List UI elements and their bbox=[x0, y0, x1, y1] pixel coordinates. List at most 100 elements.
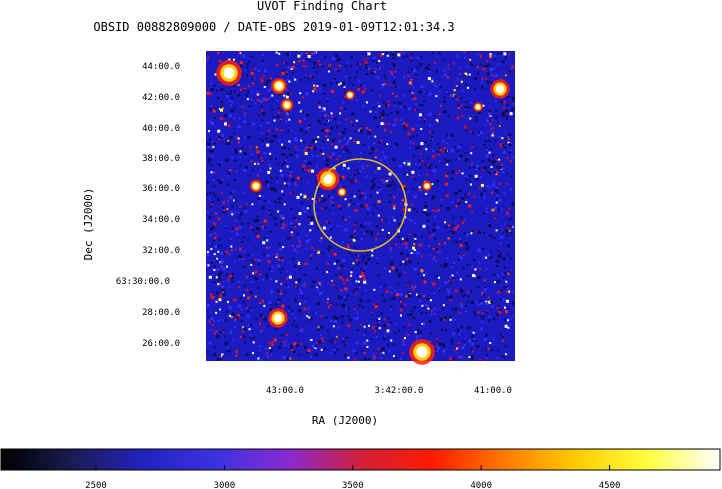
noise-pixel bbox=[255, 277, 259, 281]
noise-pixel bbox=[386, 323, 389, 326]
noise-pixel bbox=[392, 343, 395, 346]
noise-pixel bbox=[217, 250, 220, 253]
noise-pixel bbox=[457, 259, 460, 261]
noise-pixel bbox=[493, 58, 496, 61]
noise-pixel bbox=[392, 188, 395, 191]
noise-pixel bbox=[281, 259, 284, 262]
noise-pixel bbox=[465, 129, 468, 132]
noise-pixel bbox=[399, 308, 403, 312]
noise-pixel bbox=[319, 64, 322, 67]
noise-pixel bbox=[380, 352, 383, 355]
noise-pixel bbox=[306, 57, 309, 60]
noise-pixel bbox=[217, 129, 221, 133]
noise-pixel bbox=[504, 353, 507, 356]
noise-pixel bbox=[451, 308, 454, 311]
noise-pixel bbox=[470, 183, 472, 186]
noise-pixel bbox=[415, 210, 418, 213]
noise-pixel bbox=[393, 76, 396, 79]
noise-pixel bbox=[486, 64, 488, 67]
noise-pixel bbox=[220, 88, 224, 91]
noise-pixel bbox=[211, 203, 214, 206]
noise-pixel bbox=[277, 298, 281, 301]
noise-pixel bbox=[426, 304, 429, 307]
noise-pixel bbox=[430, 313, 433, 316]
noise-pixel bbox=[380, 357, 383, 359]
noise-pixel bbox=[460, 304, 464, 308]
noise-pixel bbox=[276, 177, 279, 180]
noise-pixel bbox=[279, 214, 283, 218]
noise-pixel bbox=[319, 239, 322, 242]
noise-pixel bbox=[234, 325, 237, 328]
noise-pixel bbox=[338, 161, 341, 164]
noise-pixel bbox=[314, 347, 317, 350]
noise-pixel bbox=[504, 56, 507, 59]
noise-pixel bbox=[361, 164, 364, 167]
noise-pixel bbox=[399, 263, 402, 266]
noise-pixel bbox=[296, 286, 299, 289]
noise-pixel bbox=[334, 68, 337, 71]
noise-pixel bbox=[388, 104, 390, 107]
noise-pixel bbox=[419, 152, 422, 155]
noise-pixel bbox=[482, 258, 485, 261]
noise-pixel bbox=[393, 104, 396, 107]
noise-pixel bbox=[356, 71, 359, 74]
noise-pixel bbox=[255, 226, 259, 230]
noise-pixel bbox=[508, 70, 511, 73]
noise-pixel bbox=[366, 345, 369, 348]
noise-pixel bbox=[368, 258, 371, 260]
noise-pixel bbox=[411, 95, 414, 98]
noise-pixel bbox=[471, 342, 474, 346]
noise-pixel bbox=[318, 101, 321, 104]
noise-pixel bbox=[425, 66, 429, 70]
noise-pixel bbox=[333, 167, 336, 170]
noise-pixel bbox=[480, 63, 483, 66]
noise-pixel bbox=[265, 81, 269, 85]
noise-pixel bbox=[332, 284, 335, 286]
noise-pixel bbox=[382, 101, 385, 104]
noise-pixel bbox=[415, 337, 418, 340]
noise-pixel bbox=[289, 191, 292, 194]
noise-pixel bbox=[322, 152, 325, 155]
noise-pixel bbox=[330, 200, 333, 203]
noise-pixel bbox=[299, 267, 302, 270]
noise-pixel bbox=[444, 221, 447, 224]
noise-pixel bbox=[365, 53, 368, 56]
noise-pixel bbox=[286, 270, 288, 273]
noise-pixel bbox=[313, 344, 316, 347]
noise-pixel bbox=[412, 142, 415, 145]
noise-pixel bbox=[296, 232, 299, 235]
noise-pixel bbox=[448, 280, 451, 283]
noise-pixel bbox=[411, 92, 414, 95]
noise-pixel bbox=[446, 207, 450, 211]
noise-pixel bbox=[361, 306, 364, 309]
noise-pixel bbox=[247, 239, 250, 242]
noise-pixel bbox=[381, 112, 385, 116]
noise-pixel bbox=[339, 82, 342, 85]
noise-pixel bbox=[325, 316, 328, 319]
noise-pixel bbox=[498, 208, 501, 211]
noise-pixel bbox=[344, 92, 347, 94]
noise-pixel bbox=[293, 320, 295, 323]
noise-pixel bbox=[368, 152, 371, 155]
noise-pixel bbox=[365, 229, 369, 233]
noise-pixel bbox=[496, 265, 499, 267]
noise-pixel bbox=[414, 285, 417, 288]
noise-pixel bbox=[502, 100, 506, 104]
noise-pixel bbox=[412, 287, 415, 290]
noise-pixel bbox=[472, 165, 475, 168]
noise-pixel bbox=[471, 146, 474, 149]
noise-pixel bbox=[288, 118, 291, 121]
noise-pixel bbox=[461, 291, 463, 294]
noise-pixel bbox=[498, 167, 500, 170]
noise-pixel bbox=[244, 136, 247, 139]
noise-pixel bbox=[317, 188, 320, 191]
noise-pixel bbox=[278, 111, 280, 114]
noise-pixel bbox=[206, 142, 210, 146]
noise-pixel bbox=[438, 52, 441, 55]
noise-pixel bbox=[343, 296, 346, 299]
noise-pixel bbox=[432, 150, 435, 152]
noise-pixel bbox=[276, 115, 280, 119]
noise-pixel bbox=[261, 159, 264, 162]
colorbar bbox=[0, 448, 721, 471]
noise-pixel bbox=[506, 253, 509, 256]
